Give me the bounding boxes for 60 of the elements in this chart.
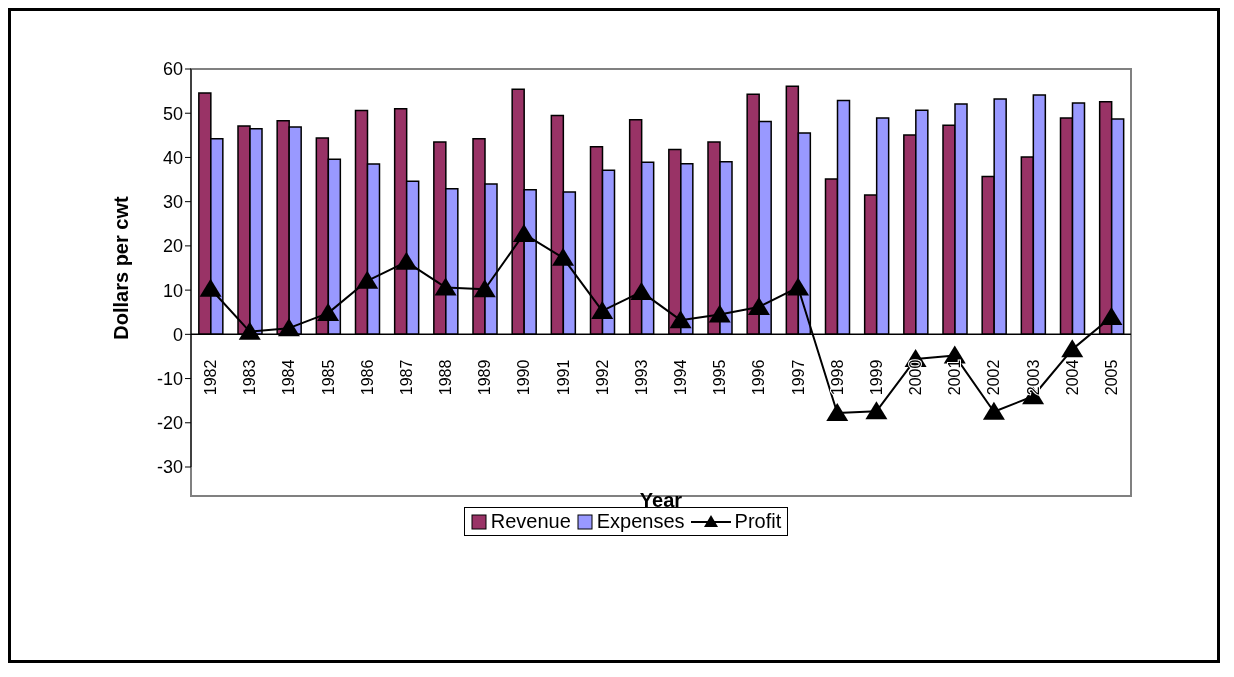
point <box>787 277 810 296</box>
x-tick-label: 2004 <box>1063 359 1081 396</box>
point <box>865 401 888 420</box>
point <box>826 403 849 422</box>
x-tick-label: 2000 <box>907 359 925 396</box>
y-tick-label: 60 <box>162 59 183 80</box>
point <box>199 278 222 297</box>
x-tick-label: 2005 <box>1102 359 1120 396</box>
legend-label: Profit <box>734 510 782 533</box>
y-tick-label: 20 <box>162 236 183 257</box>
x-tick-label: 1984 <box>280 359 298 396</box>
x-tick-label: 1985 <box>319 359 337 396</box>
point <box>317 303 340 322</box>
x-tick-label: 1983 <box>241 359 259 396</box>
x-tick-label: 1992 <box>593 359 611 396</box>
x-tick-label: 1982 <box>202 359 220 396</box>
x-tick-label: 1999 <box>867 359 885 396</box>
point <box>434 277 457 296</box>
x-tick-label: 2002 <box>985 359 1003 396</box>
point <box>982 401 1005 420</box>
x-tick-label: 1991 <box>554 359 572 396</box>
point <box>356 270 379 289</box>
x-tick-label: 1990 <box>515 359 533 396</box>
point <box>395 251 418 270</box>
point <box>552 247 575 266</box>
x-tick-label: 1994 <box>672 359 690 396</box>
y-tick-label: 50 <box>162 103 183 124</box>
x-tick-label: 1989 <box>476 359 494 396</box>
x-tick-label: 2001 <box>946 359 964 396</box>
x-tick-label: 2003 <box>1024 359 1042 396</box>
point <box>591 300 614 319</box>
x-tick-label: 1996 <box>750 359 768 396</box>
point <box>512 223 535 242</box>
point <box>473 279 496 298</box>
y-tick-label: 40 <box>162 147 183 168</box>
y-tick-label: -10 <box>156 368 183 389</box>
point <box>708 304 731 323</box>
y-tick-label: 30 <box>162 192 183 213</box>
y-tick-label: 0 <box>172 324 183 345</box>
legend-label: Expenses <box>596 510 685 533</box>
point <box>630 281 653 300</box>
x-tick-label: 1998 <box>828 359 846 396</box>
point <box>747 296 770 315</box>
point <box>1100 307 1123 326</box>
point <box>1061 339 1084 358</box>
point <box>238 321 261 340</box>
y-axis-title: Dollars per cwt <box>110 195 133 340</box>
x-tick-label: 1997 <box>789 359 807 396</box>
point <box>277 318 300 337</box>
y-tick-label: -20 <box>156 413 183 434</box>
x-tick-label: 1986 <box>358 359 376 396</box>
legend-label: Revenue <box>490 510 571 533</box>
x-tick-label: 1987 <box>397 359 415 396</box>
x-tick-label: 1993 <box>632 359 650 396</box>
x-tick-label: 1988 <box>437 359 455 396</box>
point <box>669 310 692 329</box>
y-tick-label: 10 <box>162 280 183 301</box>
x-tick-label: 1995 <box>711 359 729 396</box>
x-axis-title: Year <box>639 489 683 511</box>
y-tick-label: -30 <box>156 457 183 478</box>
